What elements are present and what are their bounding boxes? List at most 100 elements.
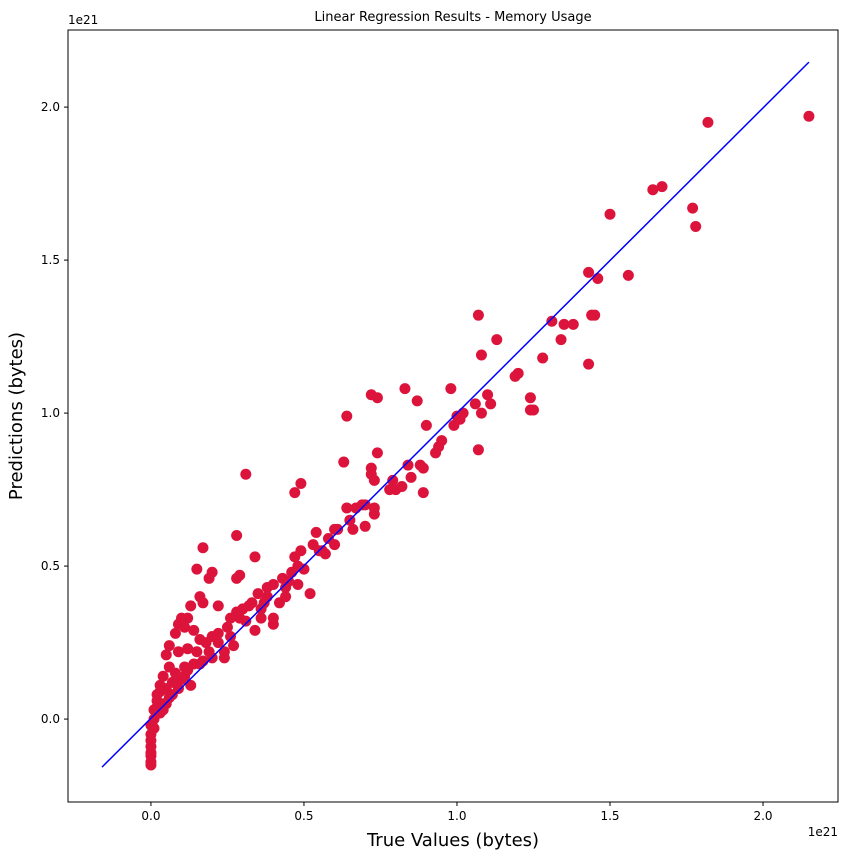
point — [277, 572, 289, 584]
point — [589, 309, 601, 321]
point — [359, 520, 371, 532]
point — [405, 471, 417, 483]
point — [225, 612, 237, 624]
point — [475, 349, 487, 361]
point — [249, 624, 261, 636]
point — [583, 266, 595, 278]
point — [371, 447, 383, 459]
point — [172, 682, 184, 694]
point — [273, 597, 285, 609]
point — [690, 220, 702, 232]
point — [188, 624, 200, 636]
plot-frame — [67, 29, 839, 803]
point — [289, 551, 301, 563]
point — [197, 542, 209, 554]
y-tick-label: 2.0 — [41, 100, 60, 114]
point — [225, 630, 237, 642]
point — [160, 649, 172, 661]
point — [185, 679, 197, 691]
point — [185, 600, 197, 612]
point — [197, 597, 209, 609]
point — [604, 208, 616, 220]
x-tick-label: 0.5 — [294, 809, 313, 823]
point — [558, 318, 570, 330]
point — [249, 551, 261, 563]
point — [622, 269, 634, 281]
point — [252, 588, 264, 600]
point — [472, 444, 484, 456]
point — [182, 643, 194, 655]
point — [304, 588, 316, 600]
chart-title: Linear Regression Results - Memory Usage — [314, 10, 591, 25]
point — [567, 318, 579, 330]
point — [255, 612, 267, 624]
x-offset-label: 1e21 — [808, 825, 838, 839]
y-offset-label: 1e21 — [68, 13, 98, 27]
x-tick-label: 2.0 — [753, 809, 772, 823]
point — [656, 181, 668, 193]
point — [469, 398, 481, 410]
point — [371, 392, 383, 404]
y-tick-label: 1.5 — [41, 253, 60, 267]
point — [448, 419, 460, 431]
point — [218, 646, 230, 658]
x-axis-label: True Values (bytes) — [366, 830, 539, 851]
point — [157, 704, 169, 716]
point — [231, 572, 243, 584]
point — [212, 637, 224, 649]
point — [203, 572, 215, 584]
y-axis-label: Predictions (bytes) — [6, 332, 27, 500]
x-tick-label: 1.0 — [447, 809, 466, 823]
point — [509, 370, 521, 382]
point — [295, 477, 307, 489]
point — [687, 202, 699, 214]
point — [157, 670, 169, 682]
point — [583, 358, 595, 370]
point — [163, 661, 175, 673]
point — [163, 640, 175, 652]
x-tick-label: 0.0 — [141, 809, 160, 823]
point — [417, 462, 429, 474]
point — [169, 627, 181, 639]
point — [338, 456, 350, 468]
point — [546, 315, 558, 327]
point — [411, 395, 423, 407]
point — [289, 487, 301, 499]
point — [417, 487, 429, 499]
point — [368, 474, 380, 486]
point — [592, 272, 604, 284]
point — [384, 484, 396, 496]
point — [154, 679, 166, 691]
y-tick-label: 0.0 — [41, 712, 60, 726]
point — [420, 419, 432, 431]
point — [307, 539, 319, 551]
point — [537, 352, 549, 364]
point — [292, 578, 304, 590]
point — [524, 404, 536, 416]
point — [803, 110, 815, 122]
point — [310, 526, 322, 538]
y-tick-label: 1.0 — [41, 406, 60, 420]
point — [194, 634, 206, 646]
point — [368, 508, 380, 520]
x-tick-label: 1.5 — [600, 809, 619, 823]
point — [191, 646, 203, 658]
fit-line — [101, 61, 810, 768]
point — [341, 410, 353, 422]
point — [151, 695, 163, 707]
point — [221, 621, 233, 633]
point — [647, 184, 659, 196]
point — [280, 582, 292, 594]
point — [329, 539, 341, 551]
point — [234, 612, 246, 624]
point — [402, 459, 414, 471]
point — [267, 618, 279, 630]
point — [430, 447, 442, 459]
point — [524, 392, 536, 404]
point — [191, 563, 203, 575]
point — [472, 309, 484, 321]
point — [347, 523, 359, 535]
point — [231, 529, 243, 541]
point — [491, 334, 503, 346]
